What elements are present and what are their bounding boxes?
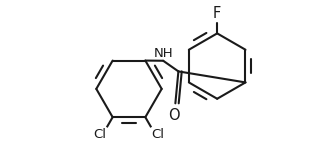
Text: NH: NH bbox=[153, 47, 173, 60]
Text: Cl: Cl bbox=[151, 128, 164, 141]
Text: O: O bbox=[168, 108, 180, 123]
Text: Cl: Cl bbox=[94, 128, 107, 141]
Text: F: F bbox=[213, 6, 221, 21]
